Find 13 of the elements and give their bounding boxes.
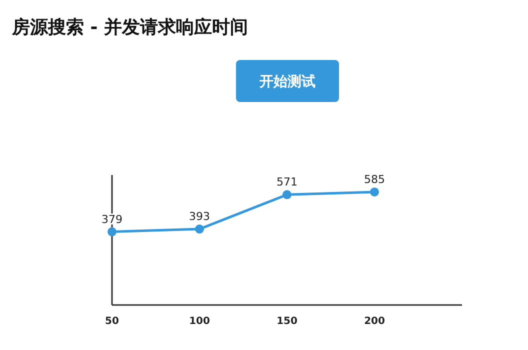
data-label: 571 [276, 176, 298, 189]
chart-title: 房源搜索 - 并发请求响应时间 [11, 17, 248, 38]
data-label: 393 [189, 210, 210, 224]
x-tick-label: 200 [364, 316, 385, 327]
x-tick-label: 50 [105, 316, 119, 327]
point [370, 187, 379, 196]
x-tick-label: 100 [189, 316, 210, 327]
data-label: 585 [364, 172, 385, 186]
point [195, 224, 204, 234]
point [282, 190, 292, 200]
point [108, 227, 116, 236]
x-tick-label: 150 [276, 316, 298, 327]
button: 开始测试 [236, 60, 339, 102]
